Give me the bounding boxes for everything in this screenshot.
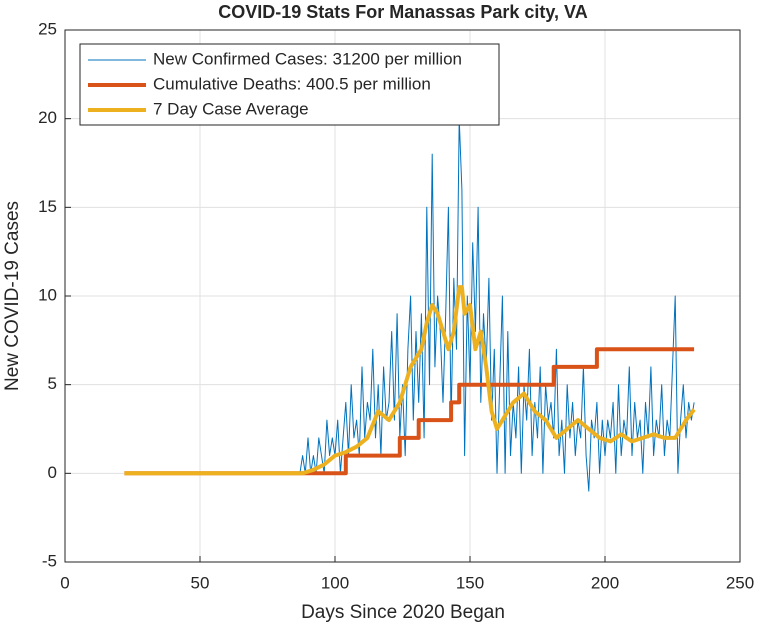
legend-label: Cumulative Deaths: 400.5 per million xyxy=(153,74,431,93)
x-tick-label: 100 xyxy=(321,573,349,592)
y-tick-label: 15 xyxy=(38,197,57,216)
x-tick-label: 200 xyxy=(591,573,619,592)
x-tick-label: 0 xyxy=(60,573,69,592)
line-series xyxy=(124,347,695,476)
x-tick-label: 50 xyxy=(191,573,210,592)
line-series xyxy=(297,118,695,492)
legend-label: New Confirmed Cases: 31200 per million xyxy=(153,49,462,68)
legend-box xyxy=(79,43,500,126)
plot-frame xyxy=(64,29,741,563)
y-tick-label: 5 xyxy=(48,374,57,393)
y-tick-label: 25 xyxy=(38,19,57,38)
chart-title: COVID-19 Stats For Manassas Park city, V… xyxy=(218,2,587,22)
y-tick-label: 0 xyxy=(48,463,57,482)
legend-label: 7 Day Case Average xyxy=(153,99,309,118)
y-tick-label: 10 xyxy=(38,285,57,304)
y-axis-label: New COVID-19 Cases xyxy=(2,201,23,391)
line-series xyxy=(124,285,696,476)
x-tick-label: 250 xyxy=(726,573,754,592)
y-tick-label: -5 xyxy=(42,551,57,570)
x-axis-label: Days Since 2020 Began xyxy=(301,602,505,623)
y-tick-label: 20 xyxy=(38,108,57,127)
x-tick-label: 150 xyxy=(456,573,484,592)
